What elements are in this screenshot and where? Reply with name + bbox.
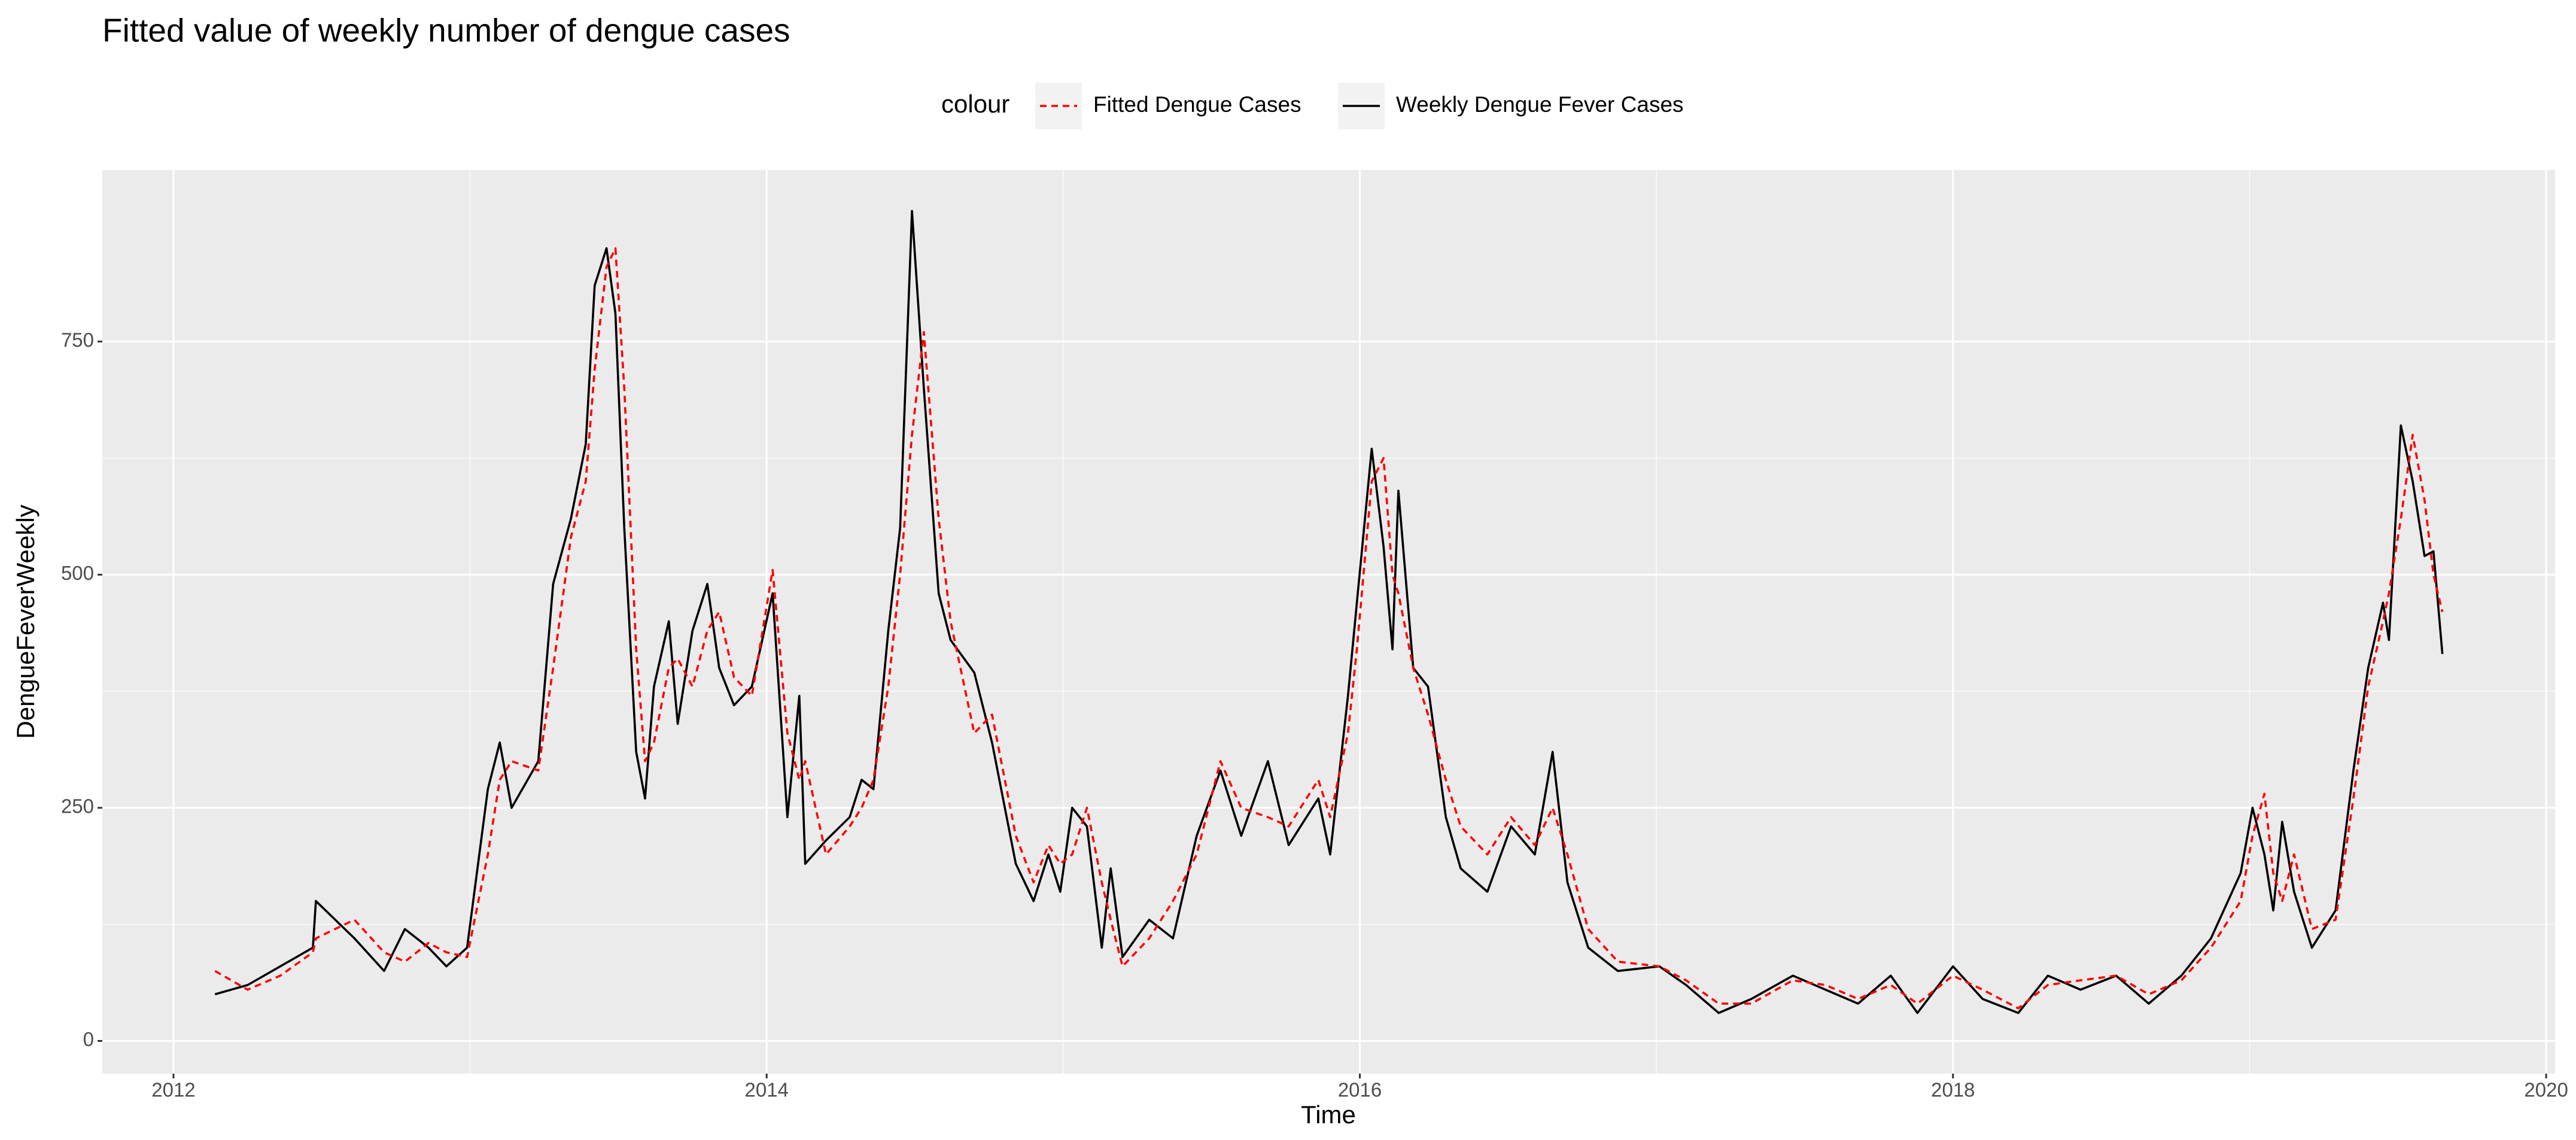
series-line bbox=[214, 209, 2444, 1014]
legend-label: Fitted Dengue Cases bbox=[1093, 92, 1301, 117]
x-tick-label: 2016 bbox=[1338, 1079, 1382, 1101]
x-axis-title: Time bbox=[1301, 1101, 1356, 1129]
y-tick-label: 750 bbox=[61, 329, 94, 351]
x-tick-label: 2014 bbox=[745, 1079, 789, 1101]
series-line bbox=[214, 247, 2444, 1010]
legend-title: colour bbox=[941, 90, 1009, 118]
y-axis-title: DengueFeverWeekly bbox=[11, 504, 39, 738]
y-tick-label: 250 bbox=[61, 795, 94, 817]
chart-title: Fitted value of weekly number of dengue … bbox=[102, 12, 790, 49]
y-tick-label: 500 bbox=[61, 562, 94, 584]
x-tick-label: 2018 bbox=[1931, 1079, 1975, 1101]
plot-panel bbox=[102, 170, 2555, 1074]
x-tick-label: 2020 bbox=[2524, 1079, 2568, 1101]
x-tick-label: 2012 bbox=[151, 1079, 195, 1101]
y-tick-label: 0 bbox=[83, 1028, 94, 1050]
legend-label: Weekly Dengue Fever Cases bbox=[1396, 92, 1684, 117]
